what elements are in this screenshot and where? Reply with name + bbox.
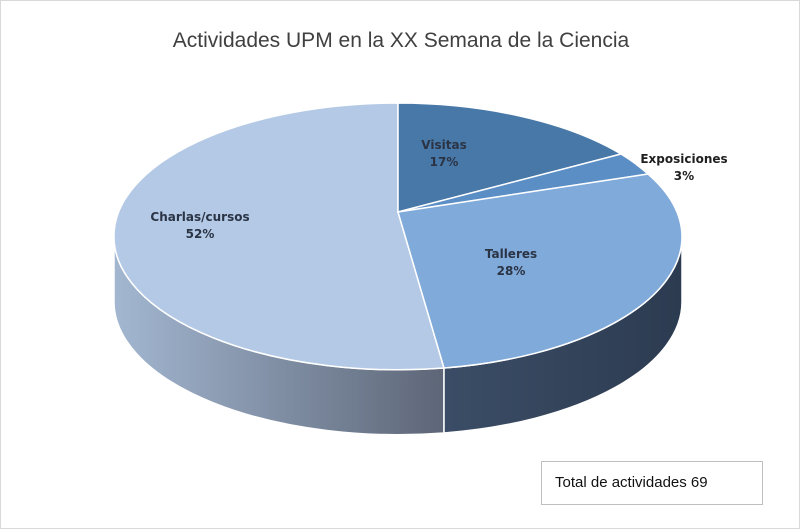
total-activities-box: Total de actividades 69	[541, 461, 763, 505]
slice-talleres	[397, 173, 683, 369]
label-exposiciones: Exposiciones 3%	[640, 152, 728, 183]
chart-title: Actividades UPM en la XX Semana de la Ci…	[172, 29, 630, 52]
slice-visitas	[397, 102, 623, 213]
label-talleres: Talleres 28%	[484, 247, 538, 278]
label-charlas: Charlas/cursos 52%	[150, 210, 250, 241]
label-visitas: Visitas 17%	[421, 138, 467, 169]
slice-charlas	[113, 102, 445, 371]
